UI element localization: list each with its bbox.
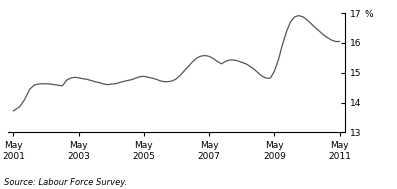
Y-axis label: %: % (365, 10, 373, 19)
Text: Source: Labour Force Survey.: Source: Labour Force Survey. (4, 178, 127, 187)
